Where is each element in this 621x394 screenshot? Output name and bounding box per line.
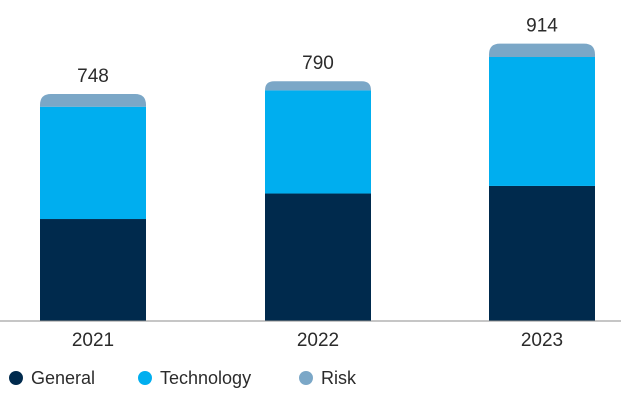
bar-risk-2023 bbox=[489, 43, 595, 57]
bar-technology-2023 bbox=[489, 56, 595, 186]
total-label-2022: 790 bbox=[302, 53, 334, 74]
legend-swatch-risk bbox=[299, 371, 313, 385]
bar-risk-2021 bbox=[40, 93, 146, 107]
legend-item-general: General bbox=[9, 368, 95, 388]
legend-swatch-technology bbox=[138, 371, 152, 385]
bars-layer bbox=[40, 43, 595, 321]
totals-layer: 748 790 914 bbox=[77, 16, 558, 87]
legend-item-technology: Technology bbox=[138, 368, 251, 388]
bar-technology-2021 bbox=[40, 106, 146, 220]
bar-general-2021 bbox=[40, 219, 146, 321]
x-tick-label-2021: 2021 bbox=[72, 330, 114, 351]
x-tick-label-2022: 2022 bbox=[297, 330, 339, 351]
legend-item-risk: Risk bbox=[299, 368, 357, 388]
legend-swatch-general bbox=[9, 371, 23, 385]
legend-label-risk: Risk bbox=[321, 368, 357, 388]
bar-general-2023 bbox=[489, 185, 595, 321]
x-tick-labels: 2021 2022 2023 bbox=[72, 330, 563, 351]
total-label-2023: 914 bbox=[526, 16, 558, 37]
x-tick-label-2023: 2023 bbox=[521, 330, 563, 351]
total-label-2021: 748 bbox=[77, 66, 109, 87]
bar-risk-2022 bbox=[265, 81, 371, 91]
bar-general-2022 bbox=[265, 193, 371, 321]
legend-label-general: General bbox=[31, 368, 95, 388]
legend: General Technology Risk bbox=[9, 368, 357, 388]
bar-technology-2022 bbox=[265, 90, 371, 194]
legend-label-technology: Technology bbox=[160, 368, 251, 388]
